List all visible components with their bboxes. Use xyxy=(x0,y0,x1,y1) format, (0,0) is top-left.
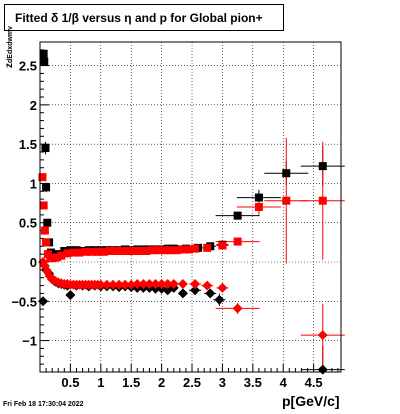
axis-ticks xyxy=(40,49,339,372)
data-point-diamond xyxy=(126,279,137,290)
data-point-square xyxy=(130,247,139,255)
data-point-square xyxy=(233,237,242,246)
data-point-diamond xyxy=(317,330,328,341)
data-point-square xyxy=(41,144,50,153)
y-tick-label: 2 xyxy=(30,98,37,113)
data-point-square xyxy=(93,247,102,256)
data-point-square xyxy=(69,248,78,257)
chart-title: Fitted δ 1/β versus η and p for Global p… xyxy=(4,4,284,31)
data-point-square xyxy=(178,245,187,254)
data-point-square xyxy=(166,246,175,255)
data-point-square xyxy=(154,246,163,255)
data-point-square xyxy=(53,253,62,262)
data-point-diamond xyxy=(177,279,188,289)
y-tick-label: 1 xyxy=(30,176,37,191)
y-tick-label: −0.5 xyxy=(11,294,37,309)
data-point-diamond xyxy=(168,279,179,289)
y-tick-label: 0.5 xyxy=(19,216,37,231)
data-point-square xyxy=(282,196,291,205)
data-markers xyxy=(38,49,328,375)
data-point-diamond xyxy=(202,280,213,291)
data-point-diamond xyxy=(144,279,155,289)
data-point-square xyxy=(57,251,66,260)
data-point-diamond xyxy=(95,279,106,290)
data-point-square xyxy=(81,247,90,256)
data-point-diamond xyxy=(107,279,118,290)
timestamp-footer: Fri Feb 18 17:30:04 2022 xyxy=(3,401,84,408)
y-tick-label: 1.5 xyxy=(19,137,37,152)
data-point-diamond xyxy=(101,279,112,290)
data-point-diamond xyxy=(156,279,167,289)
data-point-square xyxy=(87,247,96,256)
data-point-square xyxy=(318,162,327,171)
data-point-square xyxy=(142,247,151,255)
data-point-square xyxy=(105,247,114,255)
data-point-square xyxy=(99,247,108,256)
data-point-square xyxy=(112,247,121,255)
data-point-square xyxy=(39,49,48,58)
data-point-diamond xyxy=(190,285,201,296)
data-point-diamond xyxy=(205,288,216,299)
data-point-diamond xyxy=(138,279,149,289)
data-point-square xyxy=(42,238,51,247)
data-point-square xyxy=(38,173,47,182)
data-point-diamond xyxy=(162,279,173,289)
data-point-square xyxy=(40,57,49,66)
data-point-square xyxy=(191,244,200,253)
grid-lines xyxy=(40,42,341,372)
x-tick-label: 2.5 xyxy=(183,375,201,390)
x-tick-label: 4.5 xyxy=(305,375,323,390)
x-tick-label: 3.5 xyxy=(244,375,262,390)
data-point-diamond xyxy=(177,288,188,299)
y-axis-label-sub: dEdxdwmv xyxy=(7,26,14,63)
data-point-square xyxy=(42,183,51,192)
data-point-square xyxy=(282,169,291,178)
data-point-diamond xyxy=(232,303,243,314)
data-point-diamond xyxy=(65,290,76,300)
data-point-diamond xyxy=(38,296,49,307)
data-point-diamond xyxy=(120,279,131,290)
x-tick-label: 4 xyxy=(280,375,288,390)
x-axis-label: p[GeV/c] xyxy=(282,393,340,409)
x-tick-label: 2 xyxy=(158,375,165,390)
data-point-square xyxy=(233,211,242,220)
y-tick-label: 2.5 xyxy=(19,59,37,74)
data-point-square xyxy=(40,226,49,235)
tick-labels: 0.5 1 1.5 2 2.5 3 3.5 4 4.5 −1 −0.5 0 0.5 1 1.5 2 2.5 xyxy=(11,59,322,390)
data-point-square xyxy=(318,196,327,205)
data-point-diamond xyxy=(132,279,143,289)
data-point-square xyxy=(136,247,145,255)
data-point-square xyxy=(63,249,72,258)
x-tick-label: 1.5 xyxy=(122,375,140,390)
data-point-diamond xyxy=(214,294,225,305)
data-point-square xyxy=(124,247,133,255)
data-point-diamond xyxy=(217,282,228,293)
data-point-square xyxy=(75,248,84,257)
data-point-square xyxy=(148,246,157,255)
y-tick-label: −1 xyxy=(22,334,37,349)
y-axis-label: zdEdxdwmv xyxy=(4,26,15,68)
plot-frame xyxy=(39,41,342,373)
data-point-square xyxy=(172,246,181,255)
data-point-diamond xyxy=(190,279,201,289)
data-point-square xyxy=(43,218,52,227)
x-tick-label: 3 xyxy=(219,375,226,390)
data-point-square xyxy=(39,201,48,210)
data-point-square xyxy=(254,193,263,202)
data-point-diamond xyxy=(317,364,328,375)
data-point-square xyxy=(254,203,263,211)
y-axis-label-main: z xyxy=(4,63,15,68)
data-point-square xyxy=(160,246,169,255)
data-point-square xyxy=(118,247,127,255)
x-tick-label: 1 xyxy=(97,375,104,390)
data-point-square xyxy=(184,245,193,254)
x-tick-label: 0.5 xyxy=(61,375,79,390)
data-point-diamond xyxy=(150,279,161,289)
data-point-square xyxy=(203,243,212,252)
data-point-diamond xyxy=(114,279,125,290)
data-point-square xyxy=(218,241,227,250)
y-tick-label: 0 xyxy=(30,255,37,270)
